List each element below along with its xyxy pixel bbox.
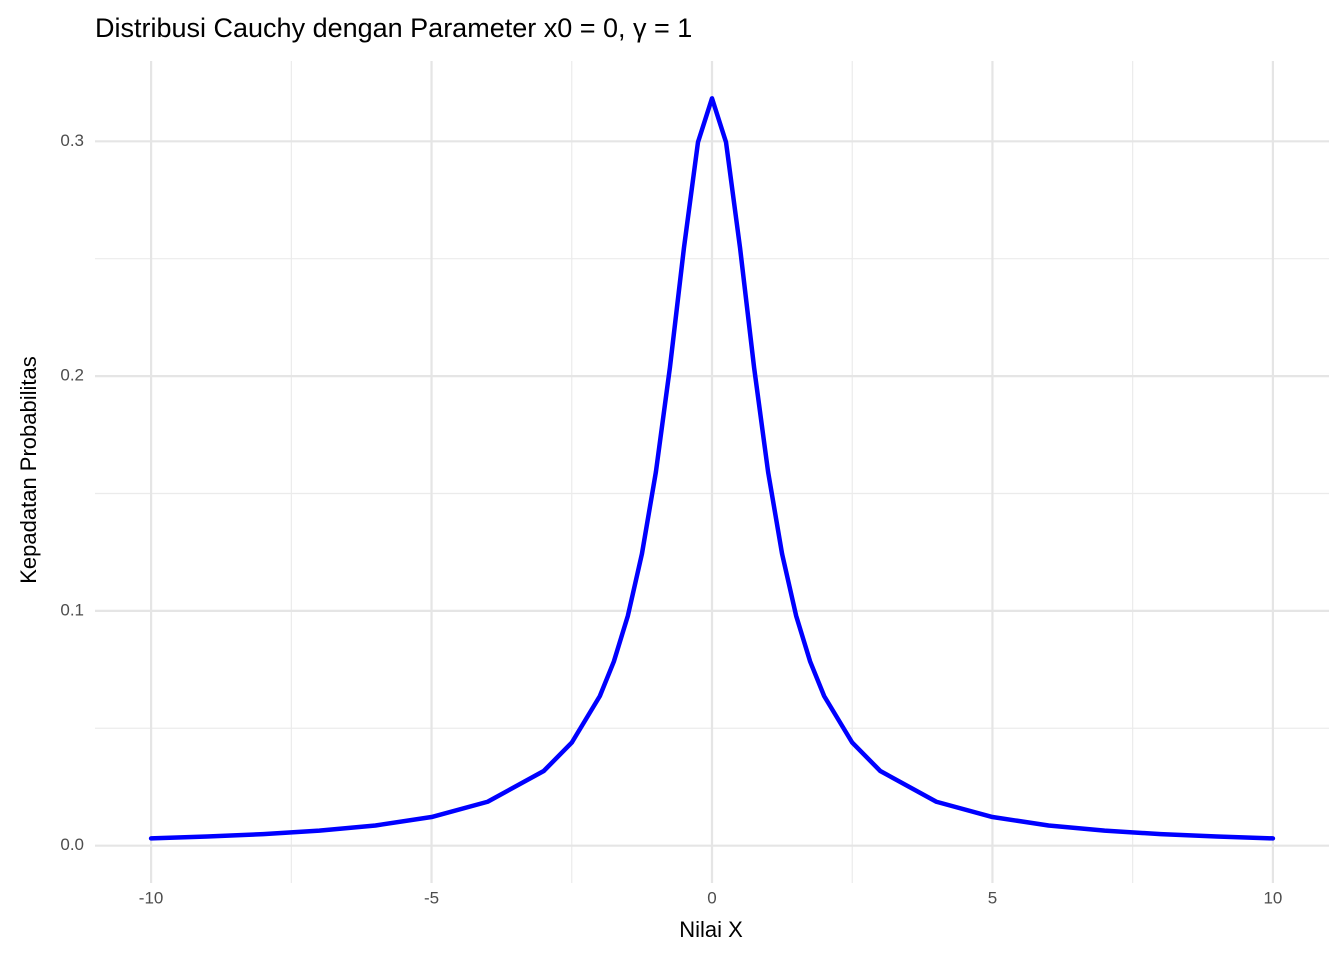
- y-axis-title: Kepadatan Probabilitas: [16, 356, 41, 584]
- x-axis-title: Nilai X: [679, 917, 743, 942]
- data-line: [148, 96, 1276, 841]
- x-tick-label: 5: [988, 888, 997, 907]
- grid: [95, 61, 1329, 883]
- y-tick-label: 0.3: [60, 131, 84, 150]
- x-tick-label: -5: [424, 888, 439, 907]
- y-tick-label: 0.2: [60, 366, 84, 385]
- x-tick-label: 0: [707, 888, 716, 907]
- x-tick-label: 10: [1263, 888, 1282, 907]
- y-tick-label: 0.0: [60, 835, 84, 854]
- chart-title: Distribusi Cauchy dengan Parameter x0 = …: [95, 13, 692, 43]
- x-tick-label: -10: [139, 888, 164, 907]
- y-tick-label: 0.1: [60, 600, 84, 619]
